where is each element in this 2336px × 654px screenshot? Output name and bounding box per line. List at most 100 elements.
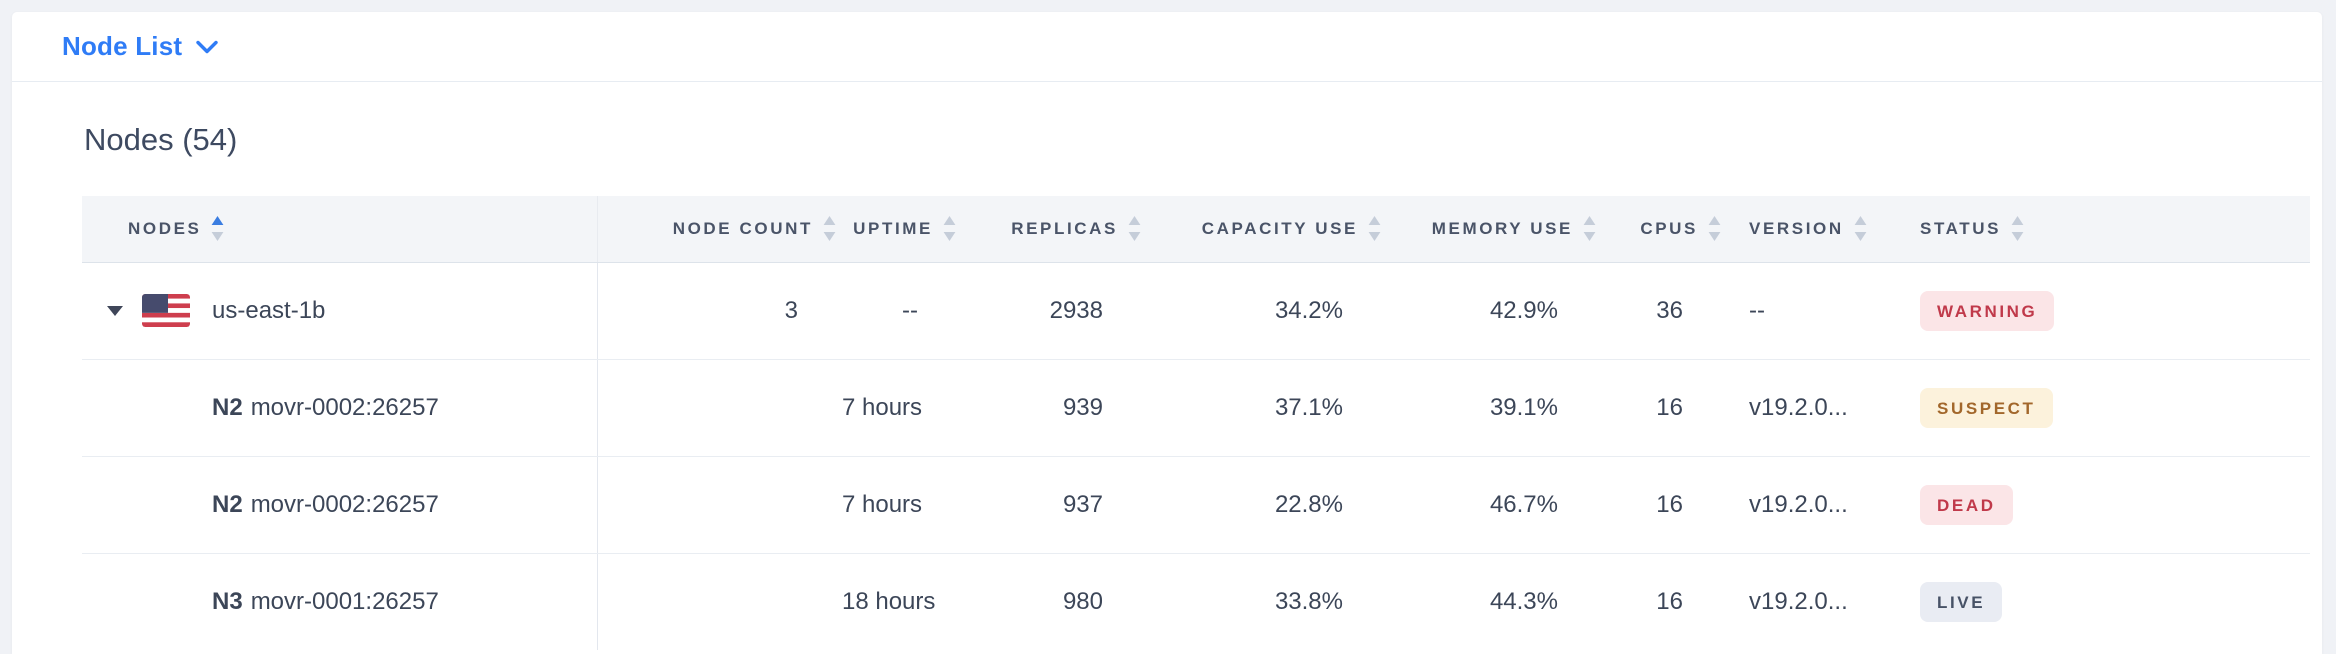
replicas-cell: 937 [962,456,1147,554]
node-id: N3 [212,587,243,615]
nodes-table-wrapper: NODES NODE COUNT UPTIME REPLICAS CAPACIT… [82,196,2310,650]
status-cell: SUSPECT [1892,359,2310,457]
column-header-inner: CPUS [1640,215,1721,242]
node-row[interactable]: N2 movr-0002:26257 7 hours 939 37.1% 39.1% 16 v… [82,359,2310,457]
page-title: Nodes (54) [84,122,238,157]
node-address: movr-0002:26257 [250,490,439,518]
column-header-memory_use[interactable]: MEMORY USE [1387,196,1602,263]
column-label: CPUS [1640,218,1698,238]
view-switcher-dropdown[interactable]: Node List [62,31,218,62]
cpus-cell: 36 [1602,262,1727,360]
capacity_use-cell: 33.8% [1147,553,1387,650]
table-header-row: NODES NODE COUNT UPTIME REPLICAS CAPACIT… [82,196,2310,263]
memory_use-cell: 39.1% [1387,359,1602,457]
node-row[interactable]: N2 movr-0002:26257 7 hours 937 22.8% 46.7% 16 v… [82,456,2310,554]
replicas-cell: 2938 [962,262,1147,360]
node-list-card: Node List Nodes (54) NODES NODE COUNT UP… [12,12,2322,654]
column-label: VERSION [1749,218,1844,238]
region-row[interactable]: us-east-1b 3 -- 2938 34.2% 42.9% 36 -- WARNING [82,262,2310,360]
column-label: NODE COUNT [672,218,813,238]
uptime-cell: 18 hours [842,553,962,650]
column-header-node_count[interactable]: NODE COUNT [597,196,842,263]
table-body: us-east-1b 3 -- 2938 34.2% 42.9% 36 -- WARNING N2… [82,262,2310,650]
version-cell: v19.2.0... [1727,359,1892,457]
sort-icon[interactable] [211,215,224,242]
column-header-inner: UPTIME [853,215,956,242]
replicas-cell: 939 [962,359,1147,457]
memory_use-cell: 44.3% [1387,553,1602,650]
memory_use-cell: 42.9% [1387,262,1602,360]
uptime-cell: 7 hours [842,456,962,554]
cpus-cell: 16 [1602,359,1727,457]
node_count-cell [597,456,842,554]
content-area: Nodes (54) NODES NODE COUNT UPTIME REPLI… [12,82,2322,650]
column-header-inner: REPLICAS [1011,215,1141,242]
uptime-cell: -- [842,262,962,360]
column-label: STATUS [1920,218,2002,238]
node-address: movr-0001:26257 [250,587,439,615]
sort-icon[interactable] [1583,215,1596,242]
status-badge: LIVE [1920,581,2003,622]
version-cell: -- [1727,262,1892,360]
version-cell: v19.2.0... [1727,553,1892,650]
column-label: NODES [128,218,202,238]
nodes-cell: N2 movr-0002:26257 [82,359,598,457]
status-badge: WARNING [1920,290,2055,331]
column-label: CAPACITY USE [1201,218,1358,238]
sort-icon[interactable] [823,215,836,242]
sort-icon[interactable] [1708,215,1721,242]
node_count-cell [597,359,842,457]
node-id: N2 [212,490,243,518]
node_count-cell: 3 [597,262,842,360]
sort-icon[interactable] [2011,215,2024,242]
column-header-uptime[interactable]: UPTIME [842,196,962,263]
version-cell: v19.2.0... [1727,456,1892,554]
node-name[interactable]: N3 movr-0001:26257 [82,588,439,616]
node-name[interactable]: N2 movr-0002:26257 [82,394,439,422]
capacity_use-cell: 34.2% [1147,262,1387,360]
column-header-status[interactable]: STATUS [1892,196,2310,263]
column-label: MEMORY USE [1431,218,1573,238]
memory_use-cell: 46.7% [1387,456,1602,554]
region-name[interactable]: us-east-1b [212,296,326,324]
sort-icon[interactable] [1368,215,1381,242]
chevron-down-icon [196,40,218,53]
capacity_use-cell: 22.8% [1147,456,1387,554]
column-header-inner: MEMORY USE [1432,215,1596,242]
expand-caret-icon[interactable] [106,305,124,317]
status-cell: LIVE [1892,553,2310,650]
status-badge: SUSPECT [1920,387,2053,428]
column-header-inner: VERSION [1749,215,1867,242]
view-switcher-label: Node List [62,31,183,61]
sort-icon[interactable] [943,215,956,242]
column-header-cpus[interactable]: CPUS [1602,196,1727,263]
node-id: N2 [212,393,243,421]
uptime-cell: 7 hours [842,359,962,457]
nodes-cell: N2 movr-0002:26257 [82,456,598,554]
cpus-cell: 16 [1602,553,1727,650]
node_count-cell [597,553,842,650]
status-badge: DEAD [1920,484,2013,525]
nodes-cell: N3 movr-0001:26257 [82,553,598,650]
status-cell: WARNING [1892,262,2310,360]
sort-icon[interactable] [1854,215,1867,242]
column-label: REPLICAS [1011,218,1118,238]
status-cell: DEAD [1892,456,2310,554]
cpus-cell: 16 [1602,456,1727,554]
column-label: UPTIME [853,218,933,238]
us-flag-icon [142,294,190,327]
column-header-version[interactable]: VERSION [1727,196,1892,263]
nodes-table: NODES NODE COUNT UPTIME REPLICAS CAPACIT… [82,196,2310,650]
capacity_use-cell: 37.1% [1147,359,1387,457]
card-header: Node List [12,12,2322,82]
column-header-inner: CAPACITY USE [1202,215,1381,242]
column-header-nodes[interactable]: NODES [82,196,598,263]
node-name[interactable]: N2 movr-0002:26257 [82,491,439,519]
node-row[interactable]: N3 movr-0001:26257 18 hours 980 33.8% 44.3% 16… [82,553,2310,650]
sort-icon[interactable] [1128,215,1141,242]
column-header-inner: NODES [128,215,224,242]
nodes-cell: us-east-1b [82,262,598,360]
column-header-replicas[interactable]: REPLICAS [962,196,1147,263]
column-header-capacity_use[interactable]: CAPACITY USE [1147,196,1387,263]
column-header-inner: NODE COUNT [673,215,836,242]
